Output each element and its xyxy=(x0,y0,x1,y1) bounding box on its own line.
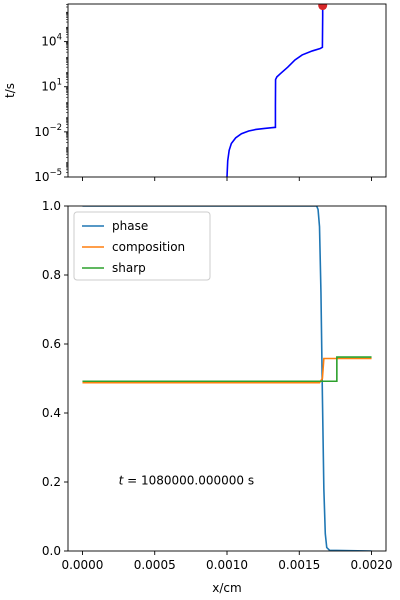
top-y-tick-label: 104 xyxy=(41,33,62,49)
series-line-sharp xyxy=(82,356,372,383)
bottom-x-tick-label: 0.0010 xyxy=(206,558,248,572)
bottom-y-tick-label: 1.0 xyxy=(42,199,61,213)
legend-box xyxy=(73,211,211,281)
bottom-x-tick-label: 0.0000 xyxy=(61,558,103,572)
legend-label-sharp: sharp xyxy=(112,261,146,275)
bottom-y-tick-label: 0.8 xyxy=(42,268,61,282)
bottom-plot: 0.0 0.2 0.4 0.6 0.8 1.0 0.0000 0.0005 0.0010 0.00… xyxy=(42,199,393,595)
bottom-y-tick-label: 0.6 xyxy=(42,337,61,351)
time-position-line xyxy=(226,5,324,178)
top-y-tick-label: 10−2 xyxy=(34,123,62,139)
top-y-axis-label: t/s xyxy=(3,83,17,98)
bottom-lines xyxy=(82,206,372,551)
bottom-x-axis-label: x/cm xyxy=(212,581,241,595)
bottom-x-tick-label: 0.0020 xyxy=(351,558,393,572)
current-time-marker xyxy=(318,4,328,11)
bottom-y-tick-label: 0.2 xyxy=(42,475,61,489)
top-axes-frame xyxy=(67,3,387,178)
legend-label-composition: composition xyxy=(112,240,185,254)
bottom-y-tick-label: 0.4 xyxy=(42,406,61,420)
series-line-phase xyxy=(82,206,372,551)
bottom-y-tick-label: 0.0 xyxy=(42,544,61,558)
top-y-tick-label: 101 xyxy=(41,78,62,94)
top-plot: 10−5 10−2 101 104 t/s xyxy=(3,3,387,184)
bottom-x-tick-label: 0.0005 xyxy=(134,558,176,572)
bottom-x-tick-label: 0.0015 xyxy=(278,558,320,572)
legend-label-phase: phase xyxy=(112,219,148,233)
series-line-composition xyxy=(82,357,372,384)
top-y-tick-label: 10−5 xyxy=(34,168,62,184)
legend: phase composition sharp xyxy=(73,211,211,281)
marker-group xyxy=(318,4,328,11)
time-annotation: t = 1080000.000000 s xyxy=(119,473,255,487)
